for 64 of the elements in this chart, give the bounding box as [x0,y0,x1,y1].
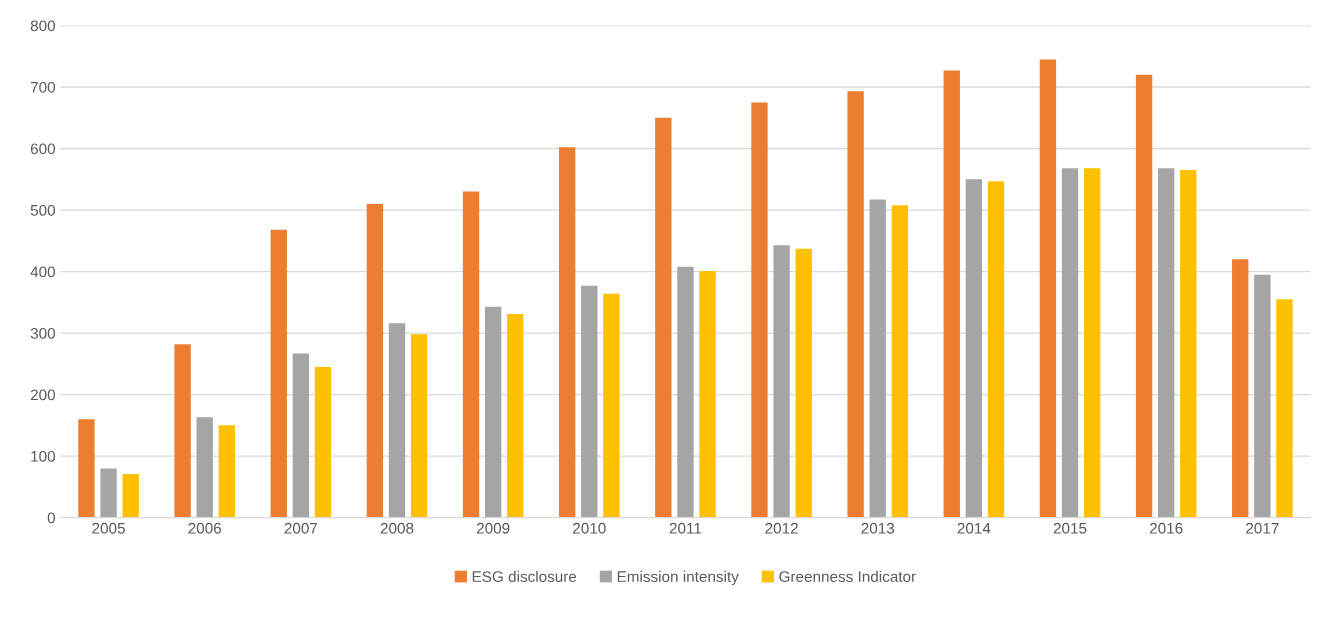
bar [965,179,983,518]
bar [314,366,332,518]
y-tick-label: 600 [30,143,56,155]
y-tick-label: 700 [30,81,56,93]
y-tick-label: 500 [30,204,56,216]
x-tick-label: 2015 [1053,522,1087,534]
x-tick-label: 2005 [92,522,125,534]
bar [1158,168,1175,518]
y-tick-label: 800 [30,20,56,32]
bar [1276,299,1293,518]
bar [507,314,524,518]
bar [78,419,95,518]
bar [847,91,864,518]
bar [795,248,812,518]
bar [1061,168,1079,518]
x-tick-label: 2010 [573,522,606,534]
bar [122,473,139,518]
x-tick-label: 2014 [957,522,991,534]
bar [1135,74,1153,518]
bar [1254,274,1271,518]
bar [218,425,235,518]
bar [699,270,716,518]
bar [196,417,213,518]
bar [581,285,598,518]
bar [1180,170,1197,518]
x-tick-label: 2011 [669,522,702,534]
x-tick-label: 2012 [765,522,798,534]
bar [603,293,620,518]
bar [655,117,672,518]
y-tick-label: 100 [31,450,56,462]
bar [174,344,191,518]
bar [366,203,384,518]
bar [462,191,480,518]
y-tick-label: 0 [47,512,56,524]
x-tick-label: 2013 [861,522,895,534]
x-tick-label: 2017 [1246,522,1279,534]
bar [292,353,310,518]
bar [388,323,406,518]
bar [751,102,768,518]
bar [987,181,1005,518]
bar [677,266,694,518]
y-tick-label: 200 [30,389,56,401]
bar [891,205,909,518]
bar [484,306,502,518]
bar [1232,259,1249,518]
bar [410,334,428,518]
bar [1083,168,1101,518]
bar [869,199,886,518]
bar [559,147,576,518]
legend-label: Greenness Indicator [779,570,916,583]
x-tick-label: 2007 [284,522,318,534]
legend-label: Emission intensity [617,570,739,586]
x-tick-label: 2008 [380,522,414,534]
y-tick-label: 400 [30,266,56,278]
bar [1039,59,1057,518]
legend-label: ESG disclosure [472,570,577,583]
bar [773,245,790,518]
y-tick-label: 300 [30,327,56,339]
x-tick-label: 2016 [1149,522,1183,534]
x-tick-label: 2006 [188,522,222,534]
bar [100,468,117,518]
bar [943,70,960,518]
x-tick-label: 2009 [476,522,510,534]
bar [270,229,287,518]
